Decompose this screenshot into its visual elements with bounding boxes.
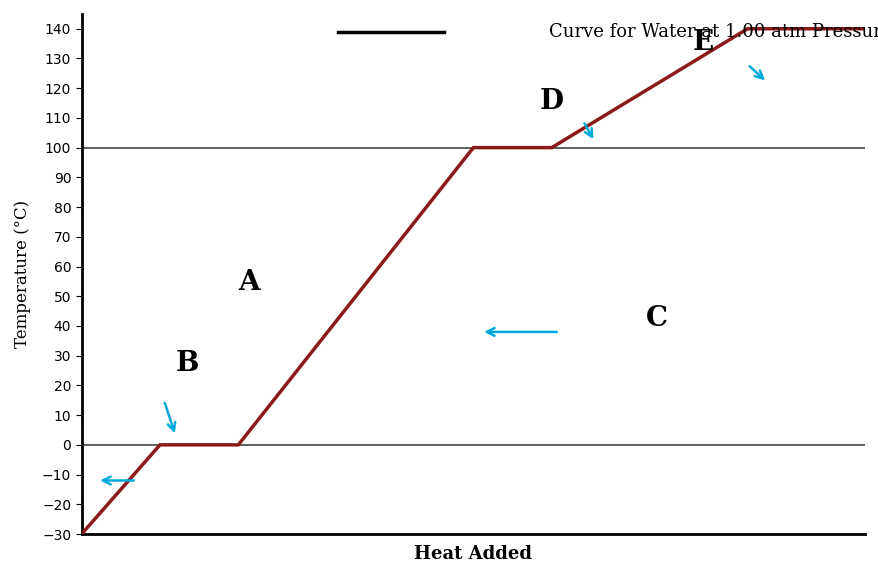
Text: E: E <box>692 28 713 55</box>
Text: A: A <box>238 269 260 297</box>
Text: D: D <box>539 88 564 115</box>
Y-axis label: Temperature (°C): Temperature (°C) <box>14 200 31 348</box>
X-axis label: Heat Added: Heat Added <box>414 545 532 563</box>
Text: C: C <box>645 305 667 332</box>
Text: Curve for Water at 1.00 atm Pressure: Curve for Water at 1.00 atm Pressure <box>549 23 878 41</box>
Text: B: B <box>176 350 198 377</box>
